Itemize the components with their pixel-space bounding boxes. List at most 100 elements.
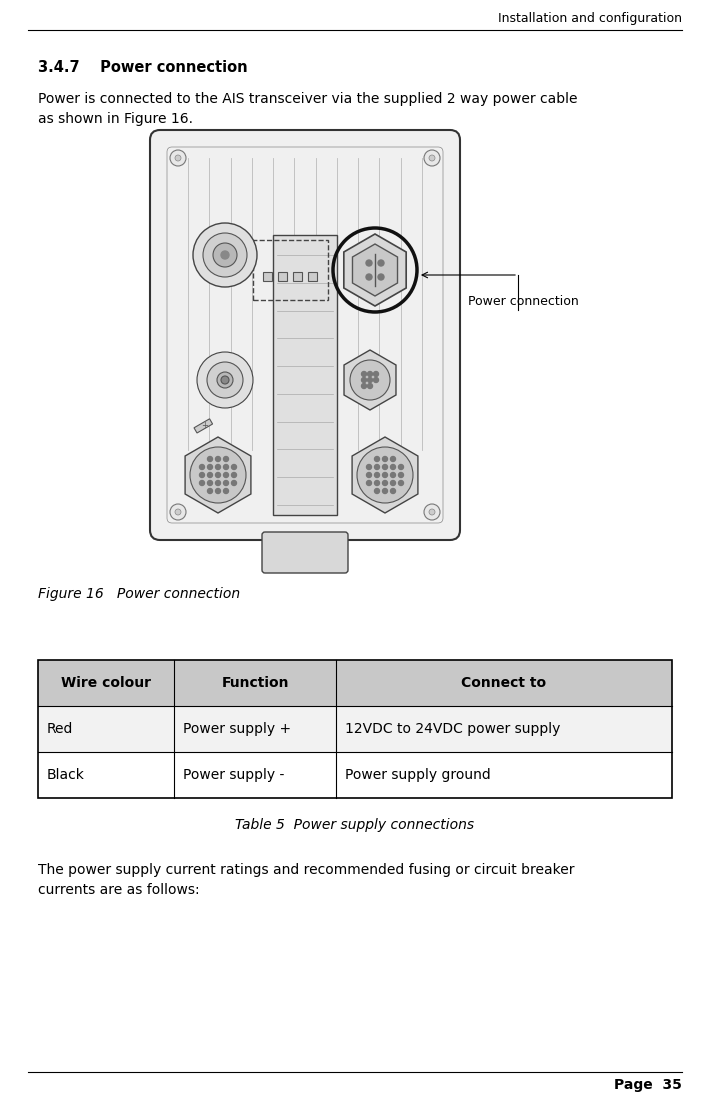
- Circle shape: [216, 465, 221, 469]
- Circle shape: [368, 378, 373, 382]
- Circle shape: [170, 504, 186, 520]
- Circle shape: [231, 480, 236, 486]
- Circle shape: [207, 361, 243, 398]
- Circle shape: [391, 480, 395, 486]
- Circle shape: [374, 456, 380, 462]
- Circle shape: [207, 488, 212, 494]
- Text: +: +: [202, 421, 209, 430]
- Bar: [38, 660, 672, 706]
- Circle shape: [216, 488, 221, 494]
- Bar: [273, 235, 337, 515]
- Circle shape: [170, 150, 186, 166]
- Circle shape: [429, 155, 435, 161]
- Circle shape: [203, 233, 247, 277]
- Circle shape: [221, 376, 229, 383]
- Bar: [38, 660, 672, 798]
- Circle shape: [175, 155, 181, 161]
- Bar: [38, 752, 672, 798]
- Circle shape: [374, 465, 380, 469]
- Circle shape: [383, 473, 388, 477]
- Circle shape: [391, 473, 395, 477]
- Bar: [38, 706, 672, 752]
- Circle shape: [391, 456, 395, 462]
- Circle shape: [361, 383, 366, 389]
- Circle shape: [216, 473, 221, 477]
- Circle shape: [366, 465, 371, 469]
- Circle shape: [398, 465, 403, 469]
- Text: Function: Function: [222, 676, 289, 690]
- Circle shape: [217, 372, 233, 388]
- Circle shape: [383, 465, 388, 469]
- Text: Power supply ground: Power supply ground: [345, 768, 491, 782]
- Circle shape: [231, 465, 236, 469]
- Text: Table 5  Power supply connections: Table 5 Power supply connections: [236, 818, 474, 832]
- Circle shape: [398, 480, 403, 486]
- Text: Page  35: Page 35: [614, 1078, 682, 1092]
- Circle shape: [378, 260, 384, 266]
- Circle shape: [224, 473, 229, 477]
- Circle shape: [200, 465, 204, 469]
- Circle shape: [200, 480, 204, 486]
- Polygon shape: [344, 234, 406, 306]
- Circle shape: [424, 150, 440, 166]
- Circle shape: [224, 465, 229, 469]
- Circle shape: [373, 371, 378, 377]
- Circle shape: [207, 473, 212, 477]
- Bar: [293, 272, 302, 281]
- Circle shape: [398, 473, 403, 477]
- Circle shape: [207, 480, 212, 486]
- Circle shape: [374, 480, 380, 486]
- Circle shape: [224, 488, 229, 494]
- Bar: [253, 240, 328, 300]
- Circle shape: [368, 383, 373, 389]
- Circle shape: [383, 488, 388, 494]
- Circle shape: [374, 473, 380, 477]
- Circle shape: [190, 447, 246, 503]
- Text: Connect to: Connect to: [462, 676, 547, 690]
- Polygon shape: [352, 437, 418, 514]
- Circle shape: [216, 456, 221, 462]
- Circle shape: [213, 244, 237, 267]
- Circle shape: [224, 456, 229, 462]
- Circle shape: [357, 447, 413, 503]
- Text: Wire colour: Wire colour: [61, 676, 151, 690]
- Polygon shape: [185, 437, 251, 514]
- Circle shape: [383, 480, 388, 486]
- Circle shape: [197, 352, 253, 408]
- Circle shape: [391, 488, 395, 494]
- Bar: [263, 272, 272, 281]
- Circle shape: [193, 223, 257, 287]
- Polygon shape: [344, 350, 396, 410]
- Polygon shape: [352, 244, 398, 296]
- Circle shape: [391, 465, 395, 469]
- FancyBboxPatch shape: [262, 532, 348, 573]
- Text: Red: Red: [47, 722, 73, 736]
- Circle shape: [224, 480, 229, 486]
- Text: Figure 16   Power connection: Figure 16 Power connection: [38, 587, 240, 601]
- Text: Power connection: Power connection: [468, 295, 579, 307]
- Circle shape: [216, 480, 221, 486]
- Circle shape: [350, 360, 390, 400]
- Circle shape: [378, 274, 384, 280]
- Text: Power supply +: Power supply +: [183, 722, 291, 736]
- Circle shape: [368, 371, 373, 377]
- Circle shape: [175, 509, 181, 515]
- Text: Power supply -: Power supply -: [183, 768, 285, 782]
- Circle shape: [361, 371, 366, 377]
- Circle shape: [366, 480, 371, 486]
- Circle shape: [429, 509, 435, 515]
- Circle shape: [221, 251, 229, 259]
- Circle shape: [424, 504, 440, 520]
- Circle shape: [207, 465, 212, 469]
- Text: 12VDC to 24VDC power supply: 12VDC to 24VDC power supply: [345, 722, 560, 736]
- Circle shape: [383, 456, 388, 462]
- Circle shape: [207, 456, 212, 462]
- Circle shape: [361, 378, 366, 382]
- Bar: [308, 272, 317, 281]
- Circle shape: [366, 473, 371, 477]
- Bar: [278, 272, 287, 281]
- Text: 3.4.7    Power connection: 3.4.7 Power connection: [38, 60, 248, 75]
- Text: The power supply current ratings and recommended fusing or circuit breaker
curre: The power supply current ratings and rec…: [38, 863, 574, 897]
- Circle shape: [366, 260, 372, 266]
- Text: Power is connected to the AIS transceiver via the supplied 2 way power cable
as : Power is connected to the AIS transceive…: [38, 91, 577, 126]
